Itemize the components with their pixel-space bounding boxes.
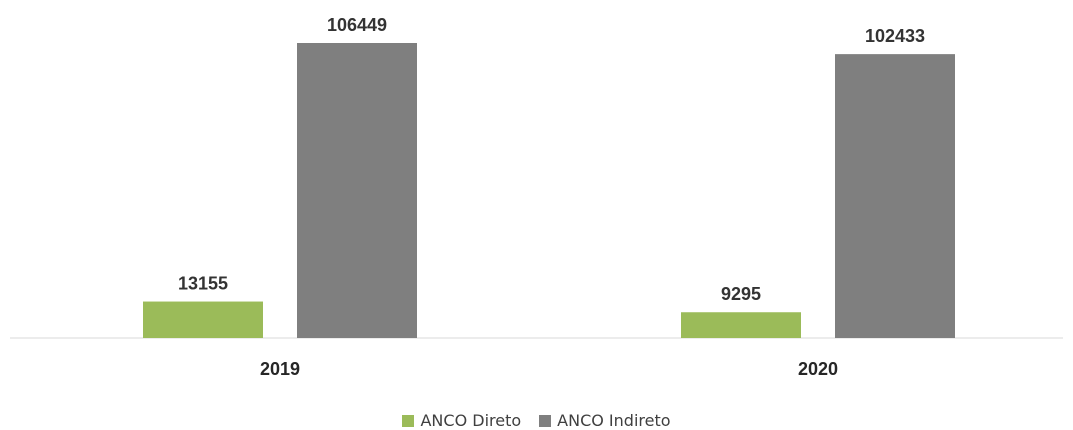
data-labels-group: 13155 9295 106449 102433 — [178, 15, 925, 304]
legend-swatch — [539, 414, 552, 427]
legend-item: ANCO Direto — [402, 411, 521, 430]
bar-anco-direto-2020 — [681, 312, 801, 338]
data-label: 13155 — [178, 274, 228, 294]
x-tick-label: 2020 — [798, 359, 838, 379]
bar-anco-indireto-2020 — [835, 54, 955, 339]
data-label: 106449 — [327, 15, 387, 35]
legend-item: ANCO Indireto — [539, 411, 671, 430]
bars-group — [143, 43, 955, 339]
bar-anco-indireto-2019 — [297, 43, 417, 338]
legend-swatch — [402, 414, 415, 427]
x-tick-label: 2019 — [260, 359, 300, 379]
legend: ANCO Direto ANCO Indireto — [0, 411, 1073, 430]
legend-label: ANCO Direto — [420, 411, 522, 430]
data-label: 102433 — [865, 26, 925, 46]
bar-anco-direto-2019 — [143, 301, 263, 338]
data-label: 9295 — [721, 284, 761, 304]
legend-label: ANCO Indireto — [557, 411, 671, 430]
